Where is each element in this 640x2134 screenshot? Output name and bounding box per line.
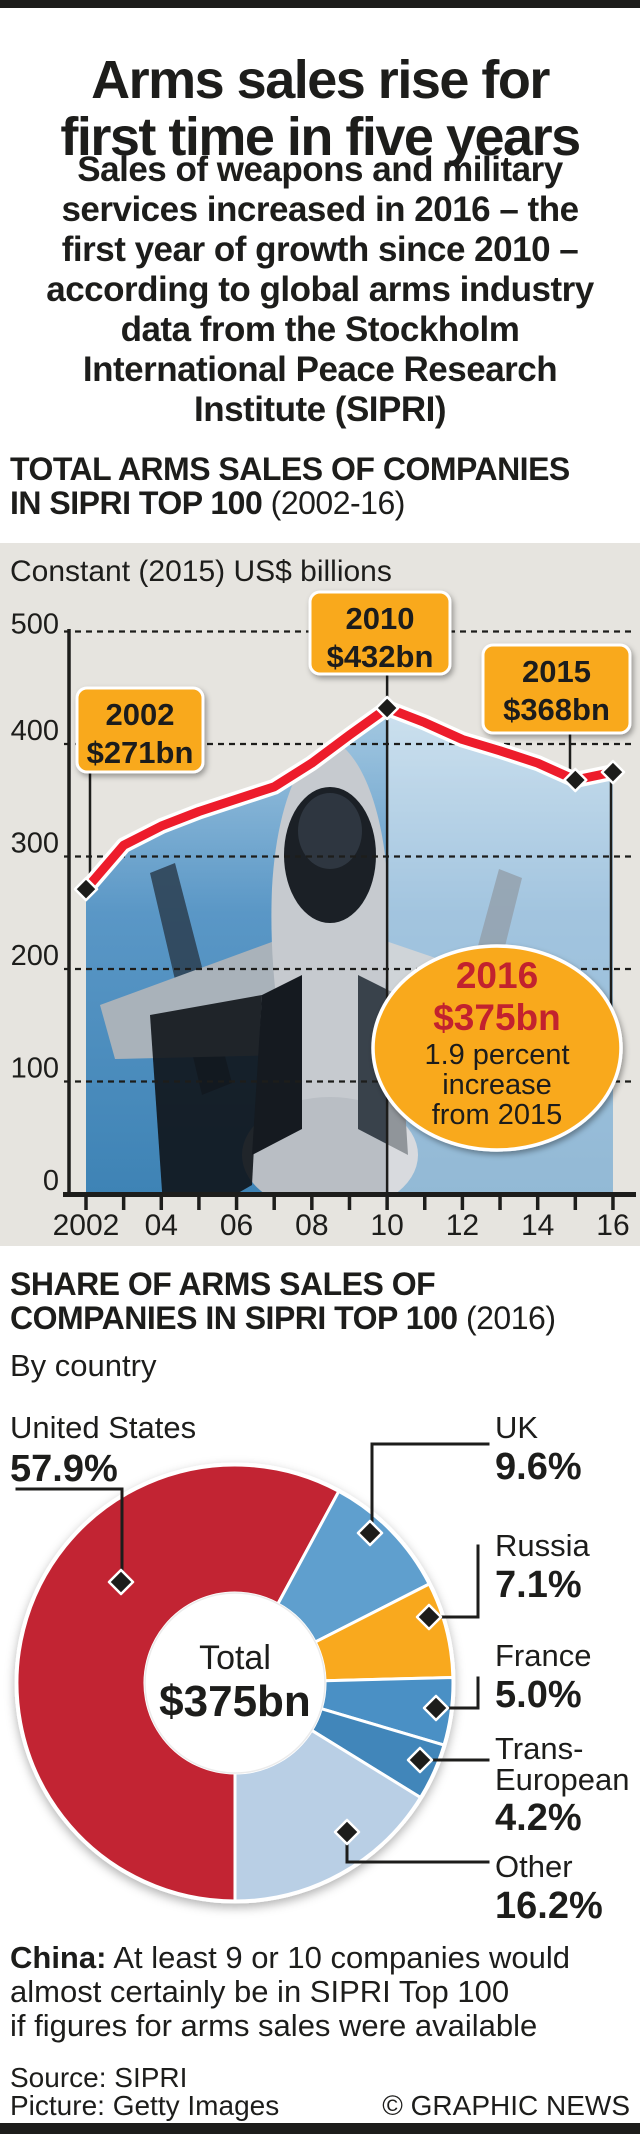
callout-line-other <box>345 1842 490 1864</box>
x-tick-label-08: 08 <box>295 1209 328 1242</box>
callout-year: 2015 <box>522 654 591 689</box>
callout-box-2010: 2010$432bn <box>308 590 452 676</box>
top-border-bar <box>0 0 640 8</box>
china-footnote: China: At least 9 or 10 companies would … <box>10 1941 630 2043</box>
picture-credit-line: Picture: Getty Images <box>10 2090 280 2121</box>
slice-value-trans-european: 4.2% <box>495 1797 582 1839</box>
slice-value-united-states: 57.9% <box>10 1448 118 1490</box>
callout-diamond-united-states <box>107 1568 135 1596</box>
callout-year: 2010 <box>346 601 415 636</box>
y-axis-unit-label: Constant (2015) US$ billions <box>10 555 392 588</box>
slice-value-france: 5.0% <box>495 1674 582 1716</box>
total-arms-sales-line-chart: Constant (2015) US$ billions 0 100 200 300 40… <box>0 543 640 1246</box>
data-point-2015 <box>563 767 588 793</box>
graphic-news-credit: © GRAPHIC NEWS <box>382 2090 630 2121</box>
line-chart-title-line1: TOTAL ARMS SALES OF COMPANIES <box>10 451 570 487</box>
callout-line-russia <box>439 1544 480 1619</box>
slice-value-uk: 9.6% <box>495 1446 582 1488</box>
callout-value: $368bn <box>503 692 610 727</box>
x-tick-label-10: 10 <box>370 1209 403 1242</box>
x-tick-label-12: 12 <box>446 1209 479 1242</box>
callout-diamond-other <box>333 1818 361 1846</box>
x-tick-label-04: 04 <box>145 1209 178 1242</box>
x-axis-ticks <box>84 1197 615 1210</box>
y-tick-label-100: 100 <box>11 1053 59 1085</box>
callout-line-uk <box>370 1442 490 1523</box>
bottom-border-bar <box>0 2123 640 2134</box>
slice-label-uk: UK <box>495 1410 539 1445</box>
data-point-2010 <box>374 695 400 721</box>
callout-diamond-russia <box>415 1603 443 1631</box>
y-tick-label-0: 0 <box>43 1165 59 1197</box>
callout-rect <box>481 643 632 735</box>
slice-value-other: 16.2% <box>495 1885 603 1927</box>
china-footnote-text: At least 9 or 10 companies would almost … <box>10 1940 570 2043</box>
callout-box-2002: 2002$271bn <box>75 686 205 774</box>
callout-value: $271bn <box>87 735 194 770</box>
donut-chart-title-line2: COMPANIES IN SIPRI TOP 100 (2016) <box>10 1301 630 1335</box>
callout-rect <box>308 590 452 676</box>
donut-chart-title-line1: SHARE OF ARMS SALES OF <box>10 1266 436 1302</box>
donut-center-label: Total <box>199 1639 271 1677</box>
donut-chart-section-header: SHARE OF ARMS SALES OF COMPANIES IN SIPR… <box>10 1267 630 1335</box>
highlight-note-1: 1.9 percent <box>424 1039 569 1071</box>
main-title: Arms sales rise for first time in five y… <box>60 50 581 168</box>
slice-label-trans-european-line1: Trans- <box>495 1731 584 1766</box>
data-point-2016 <box>600 759 626 785</box>
intro-text: Sales of weapons and military services i… <box>46 150 594 429</box>
callout-box-2015: 2015$368bn <box>481 643 632 735</box>
line-chart-title-line2-note: (2002-16) <box>270 485 406 521</box>
donut-hole <box>144 1592 326 1774</box>
highlight-ellipse <box>371 944 623 1152</box>
slice-label-france: France <box>495 1638 592 1673</box>
x-tick-label-14: 14 <box>521 1209 554 1242</box>
data-point-2002 <box>73 876 99 902</box>
jet-left-intake <box>252 975 302 1155</box>
highlight-year: 2016 <box>456 955 538 996</box>
x-tick-label-16: 16 <box>596 1209 629 1242</box>
y-tick-label-300: 300 <box>11 828 59 860</box>
china-footnote-lead: China: <box>10 1940 107 1975</box>
callout-year: 2002 <box>106 697 175 732</box>
callout-rect <box>75 686 205 774</box>
source-line: Source: SIPRI <box>10 2062 188 2093</box>
line-chart-section-header: TOTAL ARMS SALES OF COMPANIES IN SIPRI T… <box>10 452 630 520</box>
slice-label-other: Other <box>495 1849 573 1884</box>
line-chart-title-line2-bold: IN SIPRI TOP 100 <box>10 485 263 521</box>
slice-value-russia: 7.1% <box>495 1564 582 1606</box>
highlight-note-2: increase <box>442 1069 552 1101</box>
donut-chart-title-line2-note: (2016) <box>465 1300 556 1336</box>
jet-intake-shadow <box>150 995 262 1194</box>
y-tick-label-500: 500 <box>11 609 59 641</box>
donut-chart-subtitle: By country <box>10 1348 157 1383</box>
slice-label-russia: Russia <box>495 1528 590 1563</box>
callout-diamond-france <box>422 1694 450 1722</box>
slice-label-trans-european-line2: European <box>495 1762 630 1797</box>
x-tick-label-06: 06 <box>220 1209 253 1242</box>
share-by-country-donut-chart: Total$375bn <box>14 1442 490 1904</box>
callout-line-france <box>446 1676 480 1710</box>
callout-value: $432bn <box>327 639 434 674</box>
x-tick-label-2002: 2002 <box>53 1209 120 1242</box>
jet-canopy-glass <box>298 793 362 869</box>
highlight-note-3: from 2015 <box>432 1099 563 1131</box>
line-chart-title-line2: IN SIPRI TOP 100 (2002-16) <box>10 486 630 520</box>
callout-diamond-uk <box>356 1519 384 1547</box>
sales-trend-line <box>81 703 618 894</box>
highlight-value: $375bn <box>433 997 561 1038</box>
donut-center-value: $375bn <box>159 1677 311 1726</box>
callout-line-united-states <box>15 1487 124 1572</box>
y-tick-label-200: 200 <box>11 940 59 972</box>
donut-chart-title-line2-bold: COMPANIES IN SIPRI TOP 100 <box>10 1300 458 1336</box>
y-tick-label-400: 400 <box>11 715 59 747</box>
callout-diamond-trans-european <box>406 1746 434 1774</box>
slice-label-united-states: United States <box>10 1410 197 1445</box>
